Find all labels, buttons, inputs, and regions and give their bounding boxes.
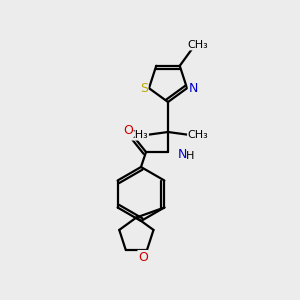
Text: CH₃: CH₃ [188, 40, 208, 50]
Text: N: N [188, 82, 198, 95]
Text: H: H [186, 151, 194, 161]
Text: N: N [177, 148, 187, 160]
Text: O: O [138, 250, 148, 264]
Text: O: O [123, 124, 133, 137]
Text: CH₃: CH₃ [188, 130, 208, 140]
Text: S: S [140, 82, 148, 95]
Text: CH₃: CH₃ [128, 130, 148, 140]
